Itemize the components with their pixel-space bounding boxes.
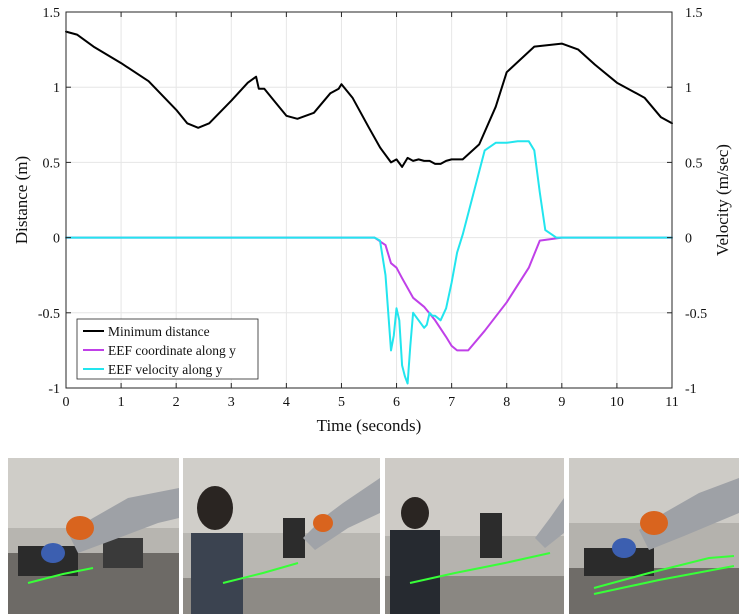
plot-series <box>65 30 673 385</box>
x-tick-label: 10 <box>610 395 624 410</box>
y-tick-label-left: -0.5 <box>38 307 60 322</box>
x-tick-label: 3 <box>228 395 235 410</box>
series-line-2 <box>65 236 673 352</box>
x-tick-label: 11 <box>665 395 678 410</box>
experiment-photo-1 <box>8 458 179 614</box>
y-axis-label-left: Distance (m) <box>12 156 31 244</box>
legend-label-eef-coordinate: EEF coordinate along y <box>108 343 236 358</box>
series-line-1 <box>65 30 673 168</box>
y-tick-label-right: 1 <box>685 81 692 96</box>
legend-label-eef-velocity: EEF velocity along y <box>108 362 223 377</box>
x-tick-label: 2 <box>173 395 180 410</box>
x-tick-label: 6 <box>393 395 400 410</box>
legend-box <box>76 318 259 380</box>
experiment-photo-4 <box>569 458 739 614</box>
legend: Minimum distance EEF coordinate along y … <box>76 318 259 380</box>
x-tick-label: 4 <box>283 395 290 410</box>
y-axis-label-right: Velocity (m/sec) <box>713 144 732 256</box>
y-tick-label-left: 1 <box>53 81 60 96</box>
plot-frame <box>65 11 673 389</box>
axis-ticks: 0 1 2 3 4 5 6 7 8 9 10 11 -1 -0.5 0 0.5 1 1.5 -1 -0.5 0 0.5 1 1… <box>38 6 707 410</box>
series-line-3 <box>65 140 673 385</box>
y-tick-label-right: -0.5 <box>685 307 707 322</box>
x-tick-label: 7 <box>448 395 455 410</box>
y-tick-label-right: -1 <box>685 382 697 397</box>
y-tick-label-right: 1.5 <box>685 6 703 21</box>
line-chart: 0 1 2 3 4 5 6 7 8 9 10 11 -1 -0.5 0 0.5 1 1.5 -1 -0.5 0 0.5 1 1… <box>12 6 732 435</box>
y-tick-label-right: 0.5 <box>685 156 703 171</box>
x-tick-label: 1 <box>118 395 125 410</box>
x-tick-label: 5 <box>338 395 345 410</box>
y-tick-label-left: 0 <box>53 232 60 247</box>
y-tick-label-left: -1 <box>48 382 60 397</box>
x-axis-label: Time (seconds) <box>317 416 422 435</box>
x-tick-label: 0 <box>63 395 70 410</box>
y-tick-label-left: 1.5 <box>43 6 61 21</box>
legend-label-min-distance: Minimum distance <box>108 324 210 339</box>
x-tick-label: 8 <box>503 395 510 410</box>
experiment-photo-3 <box>385 458 564 614</box>
y-tick-label-right: 0 <box>685 232 692 247</box>
experiment-photo-2 <box>183 458 380 614</box>
y-tick-label-left: 0.5 <box>43 156 61 171</box>
x-tick-label: 9 <box>558 395 565 410</box>
